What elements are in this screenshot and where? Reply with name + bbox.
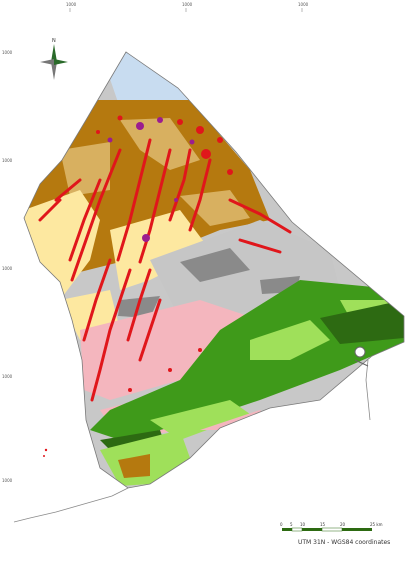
tan-unit xyxy=(120,118,200,170)
tan-unit xyxy=(180,190,250,226)
left-tick-label: 1000 xyxy=(2,158,13,163)
scale-label: 20 xyxy=(340,522,346,527)
north-label: N xyxy=(52,38,56,44)
port-structure xyxy=(354,346,369,367)
left-tick-label: 1000 xyxy=(2,266,13,271)
purple-speckle-features xyxy=(107,117,195,242)
left-tick-label: 1000 xyxy=(2,50,13,55)
dark-green-unit xyxy=(320,300,404,344)
outlier-point xyxy=(43,455,45,457)
light-green-unit xyxy=(250,320,330,360)
map-caption: UTM 31N - WGS84 coordinates xyxy=(298,539,391,546)
light-green-unit xyxy=(150,400,250,440)
brown-unit xyxy=(118,454,150,478)
top-tick-label: 1000 xyxy=(182,2,193,7)
top-tick-label: 1000 xyxy=(66,2,77,7)
light-yellow-unit xyxy=(110,210,210,290)
north-arrow-icon: N xyxy=(40,38,68,80)
top-tick-label: 1000 xyxy=(298,2,309,7)
red-dyke-features xyxy=(38,138,292,402)
land-outline xyxy=(23,51,405,489)
scale-label: 15 xyxy=(320,522,326,527)
top-frame-ticks: 1000 1000 1000 xyxy=(66,2,309,12)
scale-label: 5 xyxy=(290,522,293,527)
scale-label: 0 xyxy=(280,522,283,527)
left-tick-label: 1000 xyxy=(2,478,13,483)
scale-bar: 0 5 10 15 20 25 km xyxy=(280,522,383,532)
scale-label: 25 km xyxy=(370,522,383,527)
left-tick-label: 1000 xyxy=(2,374,13,379)
left-frame-ticks: 1000 1000 1000 1000 1000 xyxy=(2,50,13,483)
dark-gray-unit xyxy=(180,248,250,282)
red-speckle-features xyxy=(96,115,233,392)
scale-label: 10 xyxy=(300,522,306,527)
outlier-point xyxy=(44,448,48,452)
